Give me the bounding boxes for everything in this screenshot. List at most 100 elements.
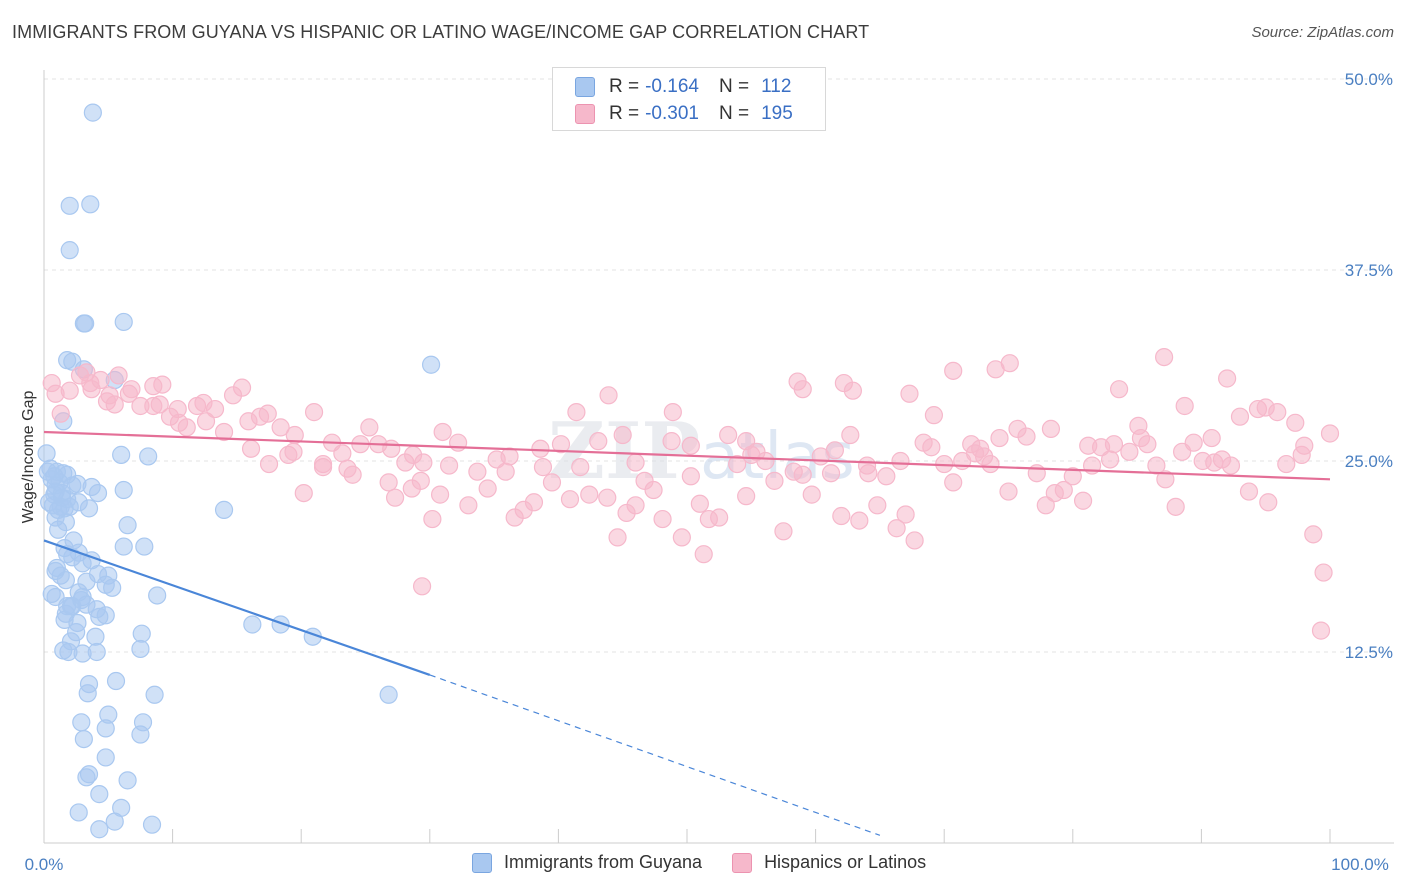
legend-r-label: R = (609, 76, 640, 97)
data-point (719, 425, 738, 445)
data-point (338, 459, 357, 478)
data-point (1277, 454, 1296, 474)
data-point (765, 471, 784, 490)
data-point (1166, 497, 1185, 516)
y-tick-label: 12.5% (1345, 643, 1393, 662)
x-tick-label-min: 0.0% (25, 855, 64, 874)
series-hispanic (42, 347, 1340, 640)
source-note: Source: ZipAtlas.com (1251, 24, 1394, 41)
data-point (73, 554, 92, 573)
data-point (922, 438, 941, 457)
data-point (45, 467, 64, 486)
data-point (118, 516, 137, 535)
data-point (37, 444, 56, 463)
data-point (1079, 436, 1098, 455)
data-point (542, 473, 562, 492)
series-guyana (37, 103, 441, 839)
data-point (694, 545, 713, 564)
legend-swatch-guyana (472, 852, 492, 873)
data-point (1054, 480, 1073, 500)
data-point (112, 445, 131, 464)
data-point (59, 642, 78, 662)
data-point (774, 522, 793, 541)
data-point (608, 528, 627, 547)
data-point (496, 462, 515, 481)
data-point (672, 528, 691, 547)
data-point (258, 404, 277, 423)
data-point (385, 488, 405, 507)
data-point (663, 403, 682, 422)
y-tick-label: 37.5% (1345, 261, 1393, 280)
y-tick-label: 50.0% (1345, 70, 1393, 89)
data-point (214, 422, 234, 442)
data-point (524, 493, 544, 512)
data-point (1221, 456, 1241, 475)
data-point (500, 447, 519, 466)
data-point (1218, 369, 1237, 388)
data-point (214, 500, 234, 519)
data-point (76, 314, 95, 333)
data-point (360, 418, 379, 437)
data-point (88, 483, 108, 503)
data-point (63, 476, 82, 495)
data-point (271, 418, 290, 437)
x-ticks (172, 829, 1331, 843)
series-legend: Immigrants from Guyana Hispanics or Lati… (472, 852, 956, 873)
data-point (1304, 525, 1323, 544)
legend-label-guyana: Immigrants from Guyana (504, 852, 703, 872)
data-point (72, 713, 91, 732)
data-point (681, 436, 700, 455)
data-point (868, 496, 887, 515)
data-point (1041, 419, 1061, 439)
legend-r-label: R = (609, 103, 640, 124)
data-point (1156, 470, 1175, 489)
legend-n-value: 195 (761, 103, 793, 124)
data-point (106, 671, 126, 691)
data-point (96, 719, 115, 738)
data-point (114, 480, 133, 500)
data-point (86, 627, 105, 646)
data-point (1202, 428, 1221, 448)
data-point (1292, 445, 1311, 464)
data-point (877, 467, 896, 486)
data-point (1314, 563, 1333, 582)
data-point (1100, 450, 1120, 469)
data-point (77, 768, 96, 787)
series-layer (37, 103, 1340, 839)
data-point (42, 584, 61, 604)
data-point (613, 425, 632, 445)
trend-line-guyana (43, 539, 431, 676)
data-point (1256, 398, 1275, 417)
data-point (1155, 347, 1174, 367)
data-point (148, 586, 167, 605)
legend-swatch-guyana (575, 77, 595, 97)
legend-swatch-hispanic (732, 852, 753, 873)
data-point (294, 483, 313, 503)
data-point (999, 482, 1018, 501)
data-point (1259, 493, 1278, 512)
data-point (533, 458, 553, 477)
data-point (1131, 428, 1151, 448)
data-point (313, 454, 333, 474)
data-point (900, 384, 919, 403)
data-point (887, 519, 906, 538)
data-point (131, 725, 150, 744)
legend-item-hispanic[interactable]: Hispanics or Latinos (732, 852, 926, 873)
data-point (333, 444, 352, 463)
data-point (832, 506, 851, 526)
data-point (259, 454, 279, 474)
trend-line-extension (429, 674, 881, 836)
legend-item-guyana[interactable]: Immigrants from Guyana (472, 852, 702, 873)
data-point (841, 425, 860, 445)
data-point (1036, 496, 1055, 515)
data-point (653, 509, 672, 529)
data-point (196, 412, 216, 431)
data-point (924, 406, 944, 425)
y-tick-label: 25.0% (1345, 452, 1393, 471)
data-point (271, 615, 290, 634)
data-point (67, 623, 86, 642)
data-point (1109, 380, 1129, 399)
y-axis-title: Wage/Income Gap (20, 391, 37, 524)
data-point (379, 473, 398, 492)
data-point (974, 447, 994, 466)
